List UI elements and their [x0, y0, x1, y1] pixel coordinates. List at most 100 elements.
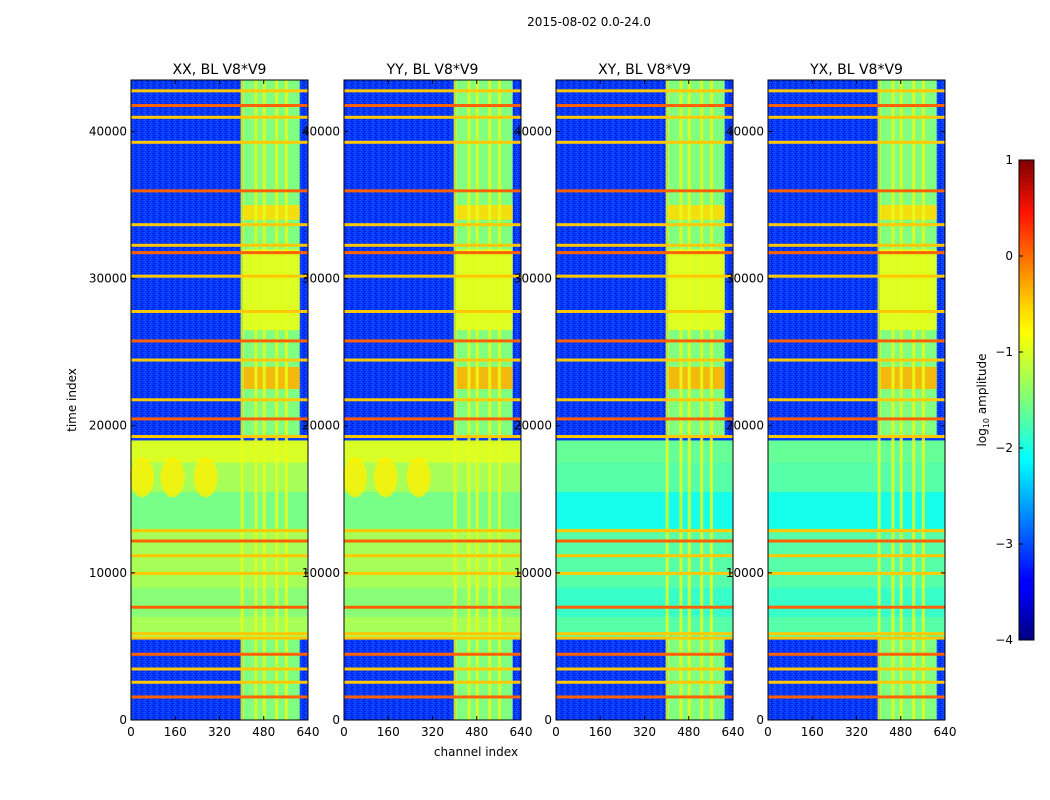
heatmap-rfi-row — [131, 309, 308, 313]
heatmap-rfi-row — [344, 358, 521, 362]
heatmap-rfi-row — [344, 529, 521, 533]
heatmap-rfi-row — [131, 104, 308, 108]
heatmap-rfi-row — [556, 89, 733, 93]
heatmap-rfi-row — [768, 104, 945, 108]
heatmap-rfi-row — [131, 140, 308, 144]
heatmap-rfi-row — [768, 667, 945, 671]
x-tick-label: 0 — [552, 725, 560, 739]
x-tick-label: 320 — [208, 725, 231, 739]
heatmap-rfi-row — [768, 435, 945, 439]
panel-title: YY, BL V8*V9 — [386, 62, 479, 78]
heatmap-rfi-row — [556, 417, 733, 421]
heatmap-rfi-row — [768, 243, 945, 247]
x-tick-label: 480 — [252, 725, 275, 739]
heatmap-day-structure — [768, 491, 945, 529]
heatmap-rfi-row — [556, 435, 733, 439]
heatmap-rfi-row — [556, 274, 733, 278]
x-tick-label: 320 — [633, 725, 656, 739]
heatmap-rfi-row — [344, 417, 521, 421]
heatmap-rfi-row — [344, 571, 521, 575]
heatmap-day-structure — [344, 440, 521, 463]
heatmap-rfi-row — [768, 89, 945, 93]
heatmap-rfi-row — [131, 529, 308, 533]
heatmap-rfi-row — [131, 695, 308, 699]
y-tick-label: 0 — [756, 713, 764, 727]
y-tick-label: 40000 — [302, 124, 340, 138]
heatmap-rfi-row — [131, 251, 308, 255]
y-tick-label: 40000 — [89, 124, 127, 138]
x-tick-label: 640 — [722, 725, 745, 739]
heatmap-rfi-row — [768, 309, 945, 313]
panel-title: YX, BL V8*V9 — [809, 62, 903, 78]
y-axis-label: time index — [65, 368, 79, 432]
heatmap-rfi-row — [344, 104, 521, 108]
heatmap-rfi-row — [344, 189, 521, 193]
panel-xx: XX, BL V8*V9 0 160 320 480 640 0 10000 20000 3000… — [89, 62, 320, 739]
heatmap-rfi-row — [556, 251, 733, 255]
heatmap-rfi-row — [768, 636, 945, 640]
heatmap-day-structure — [556, 587, 733, 618]
y-tick-label: 10000 — [514, 566, 552, 580]
heatmap-rfi-row — [556, 571, 733, 575]
heatmap-rfi-row — [556, 115, 733, 119]
heatmap-rfi-row — [131, 274, 308, 278]
panel-yy: YY, BL V8*V9 0 160 320 480 640 0 10000 20000 3000… — [302, 62, 533, 739]
x-tick-label: 160 — [801, 725, 824, 739]
heatmap-rfi-row — [556, 398, 733, 402]
heatmap-rfi-row — [768, 223, 945, 227]
heatmap-solar-blob — [130, 457, 155, 498]
heatmap-rfi-row — [131, 571, 308, 575]
heatmap-rfi-row — [344, 223, 521, 227]
heatmap-rfi-row — [556, 539, 733, 543]
x-tick-label: 160 — [589, 725, 612, 739]
heatmap-rfi-row — [768, 274, 945, 278]
heatmap-rfi-row — [131, 358, 308, 362]
y-tick-label: 20000 — [302, 419, 340, 433]
heatmap-rfi-row — [344, 243, 521, 247]
heatmap-rfi-row — [556, 339, 733, 343]
heatmap-rfi-row — [344, 539, 521, 543]
colorbar-label: log10 amplitude — [975, 354, 991, 447]
heatmap-rfi-row — [768, 605, 945, 609]
y-tick-label: 30000 — [302, 272, 340, 286]
y-tick-label: 20000 — [89, 419, 127, 433]
heatmap-rfi-row — [556, 358, 733, 362]
heatmap-rfi-row — [768, 529, 945, 533]
heatmap-rfi-row — [768, 339, 945, 343]
x-tick-label: 160 — [377, 725, 400, 739]
y-tick-label: 30000 — [514, 272, 552, 286]
colorbar-ticks: 1 0 −1 −2 −3 −4 — [995, 153, 1023, 647]
heatmap-rfi-row — [344, 667, 521, 671]
heatmap-rfi-row — [768, 115, 945, 119]
heatmap-rfi-row — [768, 140, 945, 144]
heatmap-rfi-row — [344, 636, 521, 640]
heatmap-rfi-row — [768, 632, 945, 636]
heatmap-rfi-row — [344, 309, 521, 313]
heatmap-rfi-row — [344, 89, 521, 93]
heatmap-rfi-row — [556, 554, 733, 558]
x-tick-label: 480 — [677, 725, 700, 739]
heatmap-rfi-block — [880, 639, 937, 720]
heatmap-rfi-row — [344, 398, 521, 402]
heatmap-rfi-row — [344, 115, 521, 119]
heatmap-day-structure — [556, 440, 733, 463]
heatmap-rfi-row — [556, 309, 733, 313]
heatmap-rfi-row — [131, 667, 308, 671]
heatmap-rfi-row — [556, 140, 733, 144]
heatmap-rfi-burst — [456, 366, 513, 389]
x-tick-label: 320 — [421, 725, 444, 739]
figure-suptitle: 2015-08-02 0.0-24.0 — [527, 15, 651, 29]
heatmap-rfi-row — [556, 104, 733, 108]
x-tick-label: 0 — [764, 725, 772, 739]
heatmap-rfi-row — [768, 398, 945, 402]
colorbar-gradient — [1018, 159, 1035, 641]
x-tick-label: 640 — [297, 725, 320, 739]
colorbar-tick-label: 0 — [1005, 249, 1013, 263]
colorbar-label-sub: 10 — [982, 418, 991, 428]
heatmap-rfi-row — [344, 632, 521, 636]
heatmap-rfi-row — [768, 251, 945, 255]
heatmap-rfi-row — [131, 554, 308, 558]
colorbar-tick-label: −3 — [995, 537, 1013, 551]
y-tick-label: 10000 — [302, 566, 340, 580]
